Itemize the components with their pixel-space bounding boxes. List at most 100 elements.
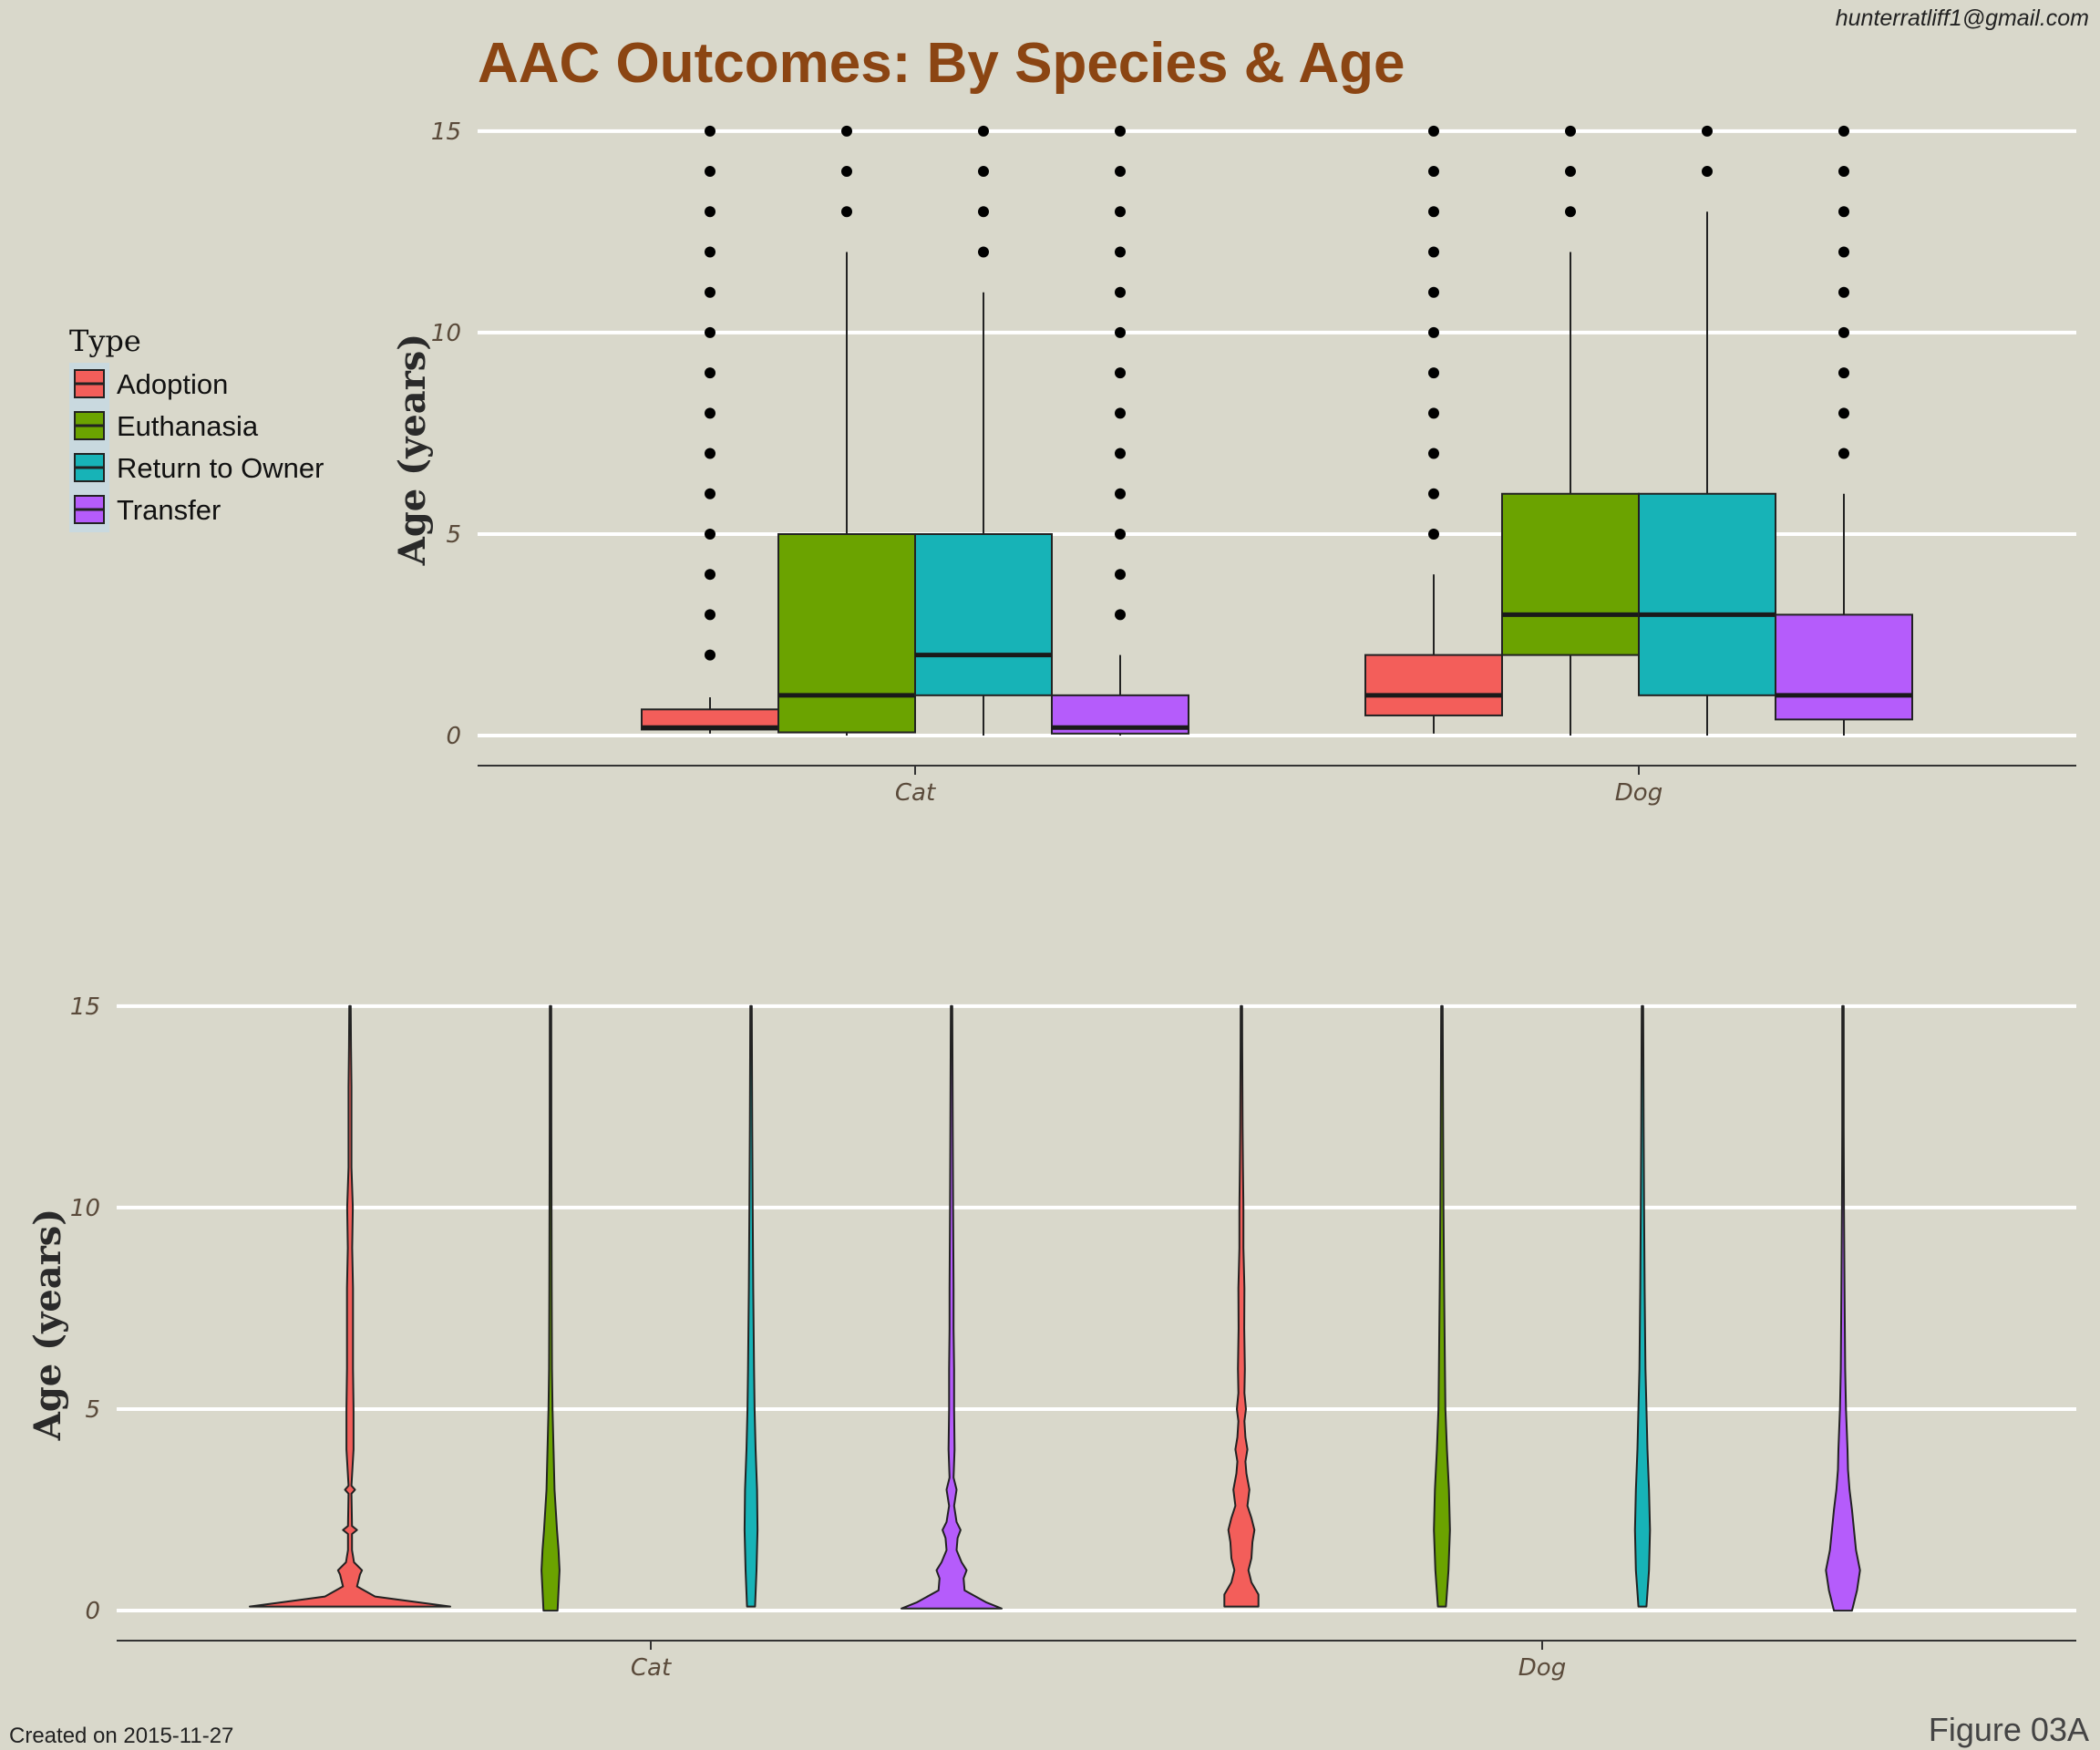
box-body [777, 532, 916, 734]
author-email: hunterratliff1@gmail.com [1836, 5, 2089, 31]
box-transfer-cat [1051, 125, 1189, 736]
outlier-point [705, 528, 715, 540]
y-tick-label: 15 [70, 993, 100, 1021]
x-tick-label: Cat [895, 779, 936, 807]
violin-return-to-owner-cat [743, 1004, 759, 1608]
outlier-point [1428, 367, 1439, 379]
outlier-point [1838, 206, 1849, 218]
legend-label: Return to Owner [117, 452, 324, 484]
outlier-point [705, 246, 715, 258]
figure-label: Figure 03A [1929, 1711, 2089, 1748]
outlier-point [1428, 488, 1439, 499]
y-tick-label: 5 [446, 521, 461, 549]
outlier-point [705, 166, 715, 178]
outlier-point [1428, 326, 1439, 338]
legend-label: Adoption [117, 368, 228, 400]
outlier-point [1838, 326, 1849, 338]
outlier-point [1428, 448, 1439, 459]
box-body [1364, 654, 1503, 716]
violin-transfer-cat [901, 1004, 1003, 1610]
y-tick-label: 15 [431, 118, 461, 146]
outlier-point [705, 609, 715, 621]
outlier-point [1115, 609, 1126, 621]
box-y-axis-label: Age (years) [391, 334, 434, 566]
box-return-to-owner-dog [1638, 125, 1776, 736]
outlier-point [1428, 166, 1439, 178]
violin-euthanasia-dog [1433, 1004, 1451, 1608]
outlier-point [1115, 528, 1126, 540]
violin-plot-panel: Age (years) 0 5 10 15 Cat Dog [26, 993, 2076, 1682]
outlier-point [1565, 206, 1576, 218]
outlier-point [1428, 125, 1439, 137]
x-tick-label: Dog [1518, 1654, 1566, 1682]
box-transfer-dog [1775, 125, 1913, 736]
outlier-point [1115, 448, 1126, 459]
outlier-point [1565, 125, 1576, 137]
x-tick-label: Cat [631, 1654, 672, 1682]
outlier-point [1702, 166, 1713, 178]
box-body [914, 532, 1053, 696]
outlier-point [1565, 166, 1576, 178]
box-plot-panel: Age (years) 0 5 10 15 Cat Dog [391, 118, 2076, 807]
legend-title: Type [69, 324, 141, 358]
outlier-point [705, 326, 715, 338]
outlier-point [841, 206, 852, 218]
violin-y-axis-label: Age (years) [26, 1209, 69, 1441]
outlier-point [1838, 286, 1849, 298]
outlier-point [1428, 528, 1439, 540]
outlier-point [705, 488, 715, 499]
y-tick-label: 0 [446, 723, 461, 750]
outlier-point [705, 367, 715, 379]
outlier-point [705, 407, 715, 419]
outlier-point [978, 206, 989, 218]
box-euthanasia-dog [1501, 125, 1640, 736]
y-tick-label: 10 [431, 320, 461, 347]
outlier-point [1838, 125, 1849, 137]
outlier-point [978, 125, 989, 137]
outlier-point [1115, 166, 1126, 178]
chart-title: AAC Outcomes: By Species & Age [478, 32, 1405, 95]
outlier-point [1838, 367, 1849, 379]
outlier-point [705, 286, 715, 298]
legend: Type Adoption Euthanasia Return to Owner Tr… [69, 324, 324, 532]
box-body [1501, 492, 1640, 656]
created-note: Created on 2015-11-27 [9, 1724, 233, 1748]
legend-label: Euthanasia [117, 410, 259, 442]
outlier-point [1838, 448, 1849, 459]
y-tick-label: 5 [85, 1396, 100, 1424]
outlier-point [1115, 488, 1126, 499]
violin-return-to-owner-dog [1633, 1004, 1652, 1608]
box-adoption-cat [641, 125, 779, 734]
outlier-point [705, 448, 715, 459]
box-return-to-owner-cat [914, 125, 1053, 736]
outlier-point [1838, 166, 1849, 178]
outlier-point [1115, 569, 1126, 581]
box-body [1638, 492, 1776, 696]
outlier-point [1115, 206, 1126, 218]
outlier-point [1838, 246, 1849, 258]
outlier-point [1702, 125, 1713, 137]
outlier-point [1428, 206, 1439, 218]
outlier-point [841, 125, 852, 137]
box-adoption-dog [1364, 125, 1503, 734]
outlier-point [1115, 407, 1126, 419]
outlier-point [1115, 326, 1126, 338]
outlier-point [705, 569, 715, 581]
y-tick-label: 10 [70, 1195, 100, 1222]
outlier-point [1115, 286, 1126, 298]
outlier-point [1428, 246, 1439, 258]
violin-transfer-dog [1825, 1004, 1861, 1612]
violin-adoption-dog [1223, 1004, 1260, 1608]
y-tick-label: 0 [85, 1598, 100, 1625]
outlier-point [1115, 125, 1126, 137]
x-tick-label: Dog [1615, 779, 1662, 807]
outlier-point [705, 206, 715, 218]
box-euthanasia-cat [777, 125, 916, 736]
outlier-point [1428, 286, 1439, 298]
legend-label: Transfer [117, 494, 221, 526]
outlier-point [1428, 407, 1439, 419]
violin-adoption-cat [249, 1004, 451, 1608]
outlier-point [978, 246, 989, 258]
outlier-point [1115, 367, 1126, 379]
outlier-point [1838, 407, 1849, 419]
